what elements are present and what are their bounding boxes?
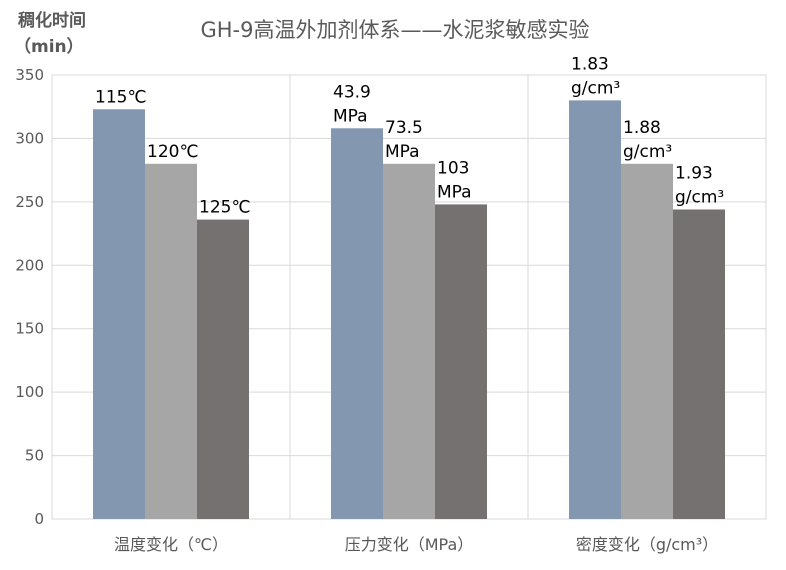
data-label: 1.83 [571, 54, 609, 74]
bar [621, 163, 673, 520]
data-label: 73.5 [385, 118, 423, 138]
data-label: 43.9 [333, 82, 371, 102]
data-label: 120℃ [147, 142, 199, 162]
data-labels: 115℃ 120℃ 125℃ 43.9 MPa 73.5 MPa 103 MPa 1.83 g/cm… [95, 54, 724, 217]
bar [673, 209, 725, 519]
bar [569, 100, 621, 519]
x-category-label: 密度变化（g/cm³） [576, 535, 718, 554]
bar [331, 128, 383, 519]
data-label: g/cm³ [675, 187, 724, 207]
y-tick-label: 300 [15, 129, 44, 147]
bar [197, 219, 249, 520]
bar [383, 163, 435, 520]
x-category-label: 温度变化（℃） [114, 535, 228, 554]
data-label: 103 [437, 158, 469, 178]
bar [435, 204, 487, 519]
axes: 0 50 100 150 200 250 300 350 温度变化（℃） 压力变化（MPa） 密度变… [15, 66, 718, 554]
bar [145, 163, 197, 520]
y-axis-title: 稠化时间 [18, 10, 86, 31]
y-tick-label: 100 [15, 383, 44, 401]
bar [93, 109, 145, 519]
chart-title: GH-9高温外加剂体系——水泥浆敏感实验 [200, 18, 589, 42]
data-label: 115℃ [95, 87, 147, 107]
y-tick-label: 50 [25, 447, 44, 465]
data-label: g/cm³ [623, 142, 672, 162]
data-label: MPa [385, 142, 420, 162]
x-category-label: 压力变化（MPa） [345, 535, 474, 554]
data-label: g/cm³ [571, 78, 620, 98]
data-label: MPa [437, 182, 472, 202]
y-tick-label: 250 [15, 193, 44, 211]
data-label: 125℃ [199, 198, 251, 218]
y-tick-label: 0 [34, 510, 44, 528]
y-tick-label: 350 [15, 66, 44, 84]
y-tick-label: 200 [15, 256, 44, 274]
bars [93, 100, 725, 520]
data-label: 1.93 [675, 163, 713, 183]
data-label: MPa [333, 106, 368, 126]
y-tick-label: 150 [15, 320, 44, 338]
y-axis-title-unit: （min） [14, 36, 84, 57]
data-label: 1.88 [623, 118, 661, 138]
